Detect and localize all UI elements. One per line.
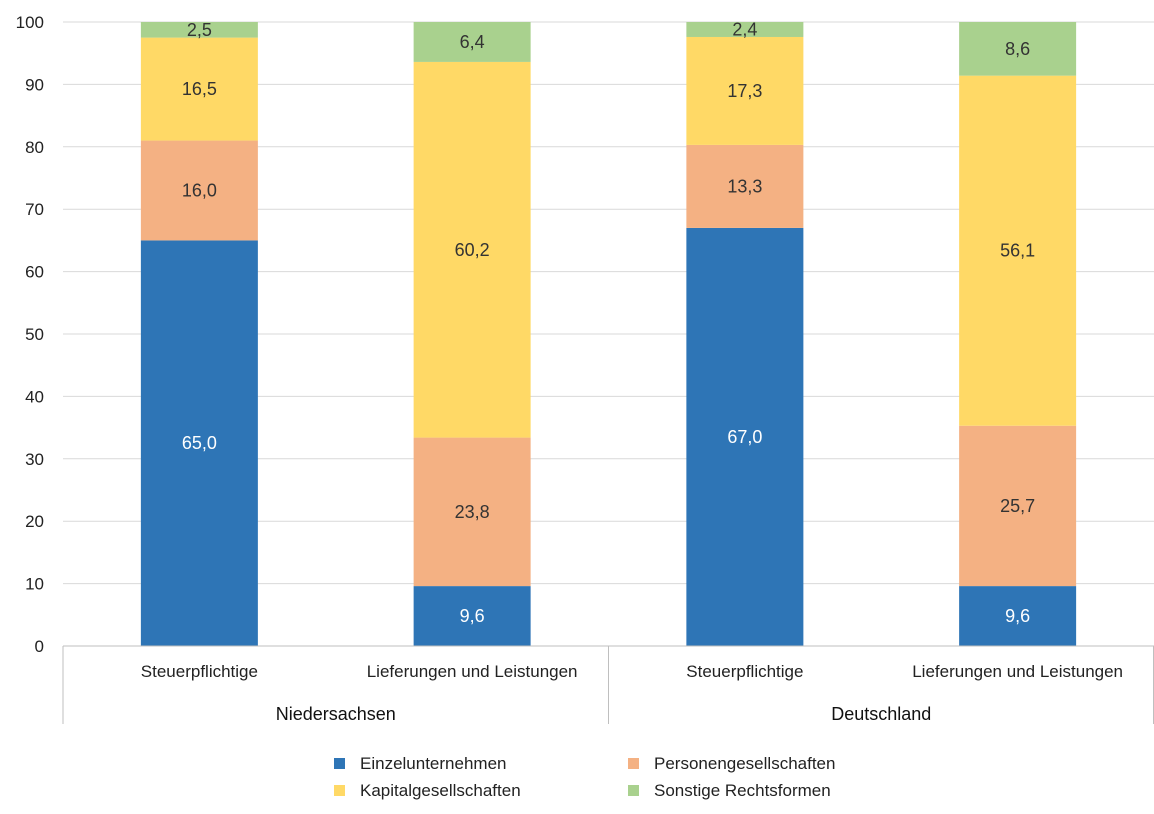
bar-segment-einzelunternehmen <box>686 227 804 647</box>
y-tick-label: 10 <box>25 575 44 594</box>
data-label: 67,0 <box>727 427 762 447</box>
bar-segment-sonstige-rechtsformen <box>413 22 531 62</box>
data-label: 2,4 <box>732 19 757 39</box>
y-tick-label: 30 <box>25 450 44 469</box>
data-label: 6,4 <box>460 32 485 52</box>
legend: Einzelunternehmen Personengesellschaften K… <box>334 754 835 800</box>
data-label: 60,2 <box>455 240 490 260</box>
x-category-label: Steuerpflichtige <box>686 662 803 681</box>
bars: 65,0 16,0 16,5 2,5 9,6 23,8 60,2 6,4 67,0 13,3 17,… <box>140 19 1077 647</box>
bar-segment-sonstige-rechtsformen <box>686 22 804 37</box>
bar-segment-personengesellschaften <box>413 437 531 587</box>
legend-label: Sonstige Rechtsformen <box>654 781 831 800</box>
data-label: 9,6 <box>460 606 485 626</box>
x-axis: Steuerpflichtige Lieferungen und Leistung… <box>62 645 1154 724</box>
bar-segment-kapitalgesellschaften <box>959 75 1077 426</box>
legend-swatch <box>628 785 639 796</box>
y-tick-label: 50 <box>25 325 44 344</box>
x-group-label: Niedersachsen <box>276 704 396 724</box>
data-label: 17,3 <box>727 81 762 101</box>
data-label: 2,5 <box>187 20 212 40</box>
legend-swatch <box>334 758 345 769</box>
data-label: 56,1 <box>1000 241 1035 261</box>
legend-swatch <box>334 785 345 796</box>
bar-segment-personengesellschaften <box>686 144 804 228</box>
bar-segment-einzelunternehmen <box>140 240 258 646</box>
legend-swatch <box>628 758 639 769</box>
x-category-label: Lieferungen und Leistungen <box>367 662 578 681</box>
data-label: 16,0 <box>182 180 217 200</box>
data-label: 25,7 <box>1000 496 1035 516</box>
data-label: 13,3 <box>727 176 762 196</box>
bar-segment-sonstige-rechtsformen <box>959 22 1077 76</box>
y-tick-label: 80 <box>25 138 44 157</box>
y-tick-label: 0 <box>35 637 44 656</box>
bar-segment-kapitalgesellschaften <box>140 37 258 141</box>
bar-segment-kapitalgesellschaften <box>413 61 531 438</box>
data-label: 23,8 <box>455 502 490 522</box>
bar-segment-kapitalgesellschaften <box>686 36 804 145</box>
data-label: 9,6 <box>1005 606 1030 626</box>
y-tick-label: 60 <box>25 263 44 282</box>
y-tick-label: 90 <box>25 75 44 94</box>
y-tick-label: 100 <box>16 13 44 32</box>
y-axis: 0 10 20 30 40 50 60 70 80 90 100 <box>16 13 44 656</box>
legend-label: Kapitalgesellschaften <box>360 781 521 800</box>
y-tick-label: 70 <box>25 200 44 219</box>
x-category-label: Lieferungen und Leistungen <box>912 662 1123 681</box>
data-label: 65,0 <box>182 433 217 453</box>
y-tick-label: 40 <box>25 387 44 406</box>
bar-segment-personengesellschaften <box>140 140 258 241</box>
legend-label: Personengesellschaften <box>654 754 835 773</box>
data-label: 8,6 <box>1005 39 1030 59</box>
x-group-label: Deutschland <box>831 704 931 724</box>
data-label: 16,5 <box>182 79 217 99</box>
x-category-label: Steuerpflichtige <box>141 662 258 681</box>
bar-segment-sonstige-rechtsformen <box>140 22 258 38</box>
legend-label: Einzelunternehmen <box>360 754 506 773</box>
bar-segment-einzelunternehmen <box>413 586 531 646</box>
bar-segment-einzelunternehmen <box>959 586 1077 646</box>
bar-segment-personengesellschaften <box>959 425 1077 587</box>
y-tick-label: 20 <box>25 512 44 531</box>
